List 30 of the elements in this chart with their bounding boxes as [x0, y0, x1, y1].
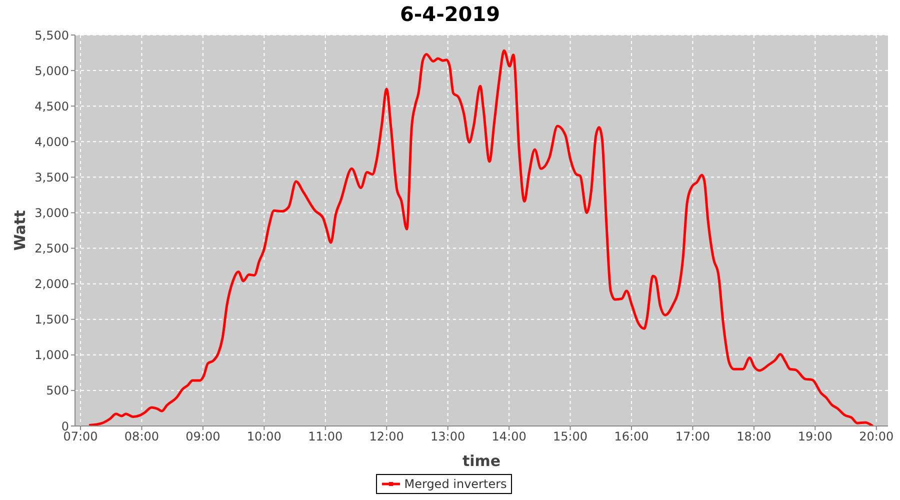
y-tick-label: 1,500: [34, 312, 69, 327]
x-tick-label: 18:00: [736, 430, 772, 444]
x-tick-label: 16:00: [614, 430, 649, 444]
x-tick-label: 14:00: [492, 430, 526, 444]
x-axis-title: time: [462, 452, 501, 470]
x-tick-label: 08:00: [124, 430, 160, 444]
y-tick-label: 1,000: [34, 348, 69, 362]
y-tick-label: 2,500: [34, 242, 69, 256]
x-tick-label: 20:00: [859, 430, 894, 444]
x-tick-label: 15:00: [552, 430, 588, 444]
x-tick-label: 13:00: [430, 430, 466, 444]
x-tick-label: 12:00: [369, 430, 404, 444]
y-tick-label: 5,000: [34, 64, 69, 78]
y-tick-label: 5,500: [34, 28, 69, 42]
x-tick-label: 09:00: [186, 430, 220, 444]
chart-title: 6-4-2019: [398, 2, 502, 26]
y-tick-label: 3,500: [34, 170, 69, 184]
y-axis-title: Watt: [11, 210, 29, 251]
x-tick-label: 17:00: [675, 430, 710, 444]
x-tick-label: 11:00: [308, 430, 343, 444]
x-tick-label: 10:00: [246, 430, 282, 444]
x-tick-label: 19:00: [798, 430, 832, 444]
y-tick-label: 3,000: [34, 206, 69, 220]
x-tick-label: 07:00: [63, 430, 98, 444]
y-tick-label: 500: [46, 384, 69, 398]
y-tick-label: 4,500: [34, 99, 69, 114]
y-tick-label: 2,000: [34, 277, 69, 292]
legend-label: Merged inverters: [404, 477, 507, 491]
line-series: [88, 49, 874, 426]
y-tick-label: 4,000: [34, 134, 69, 149]
